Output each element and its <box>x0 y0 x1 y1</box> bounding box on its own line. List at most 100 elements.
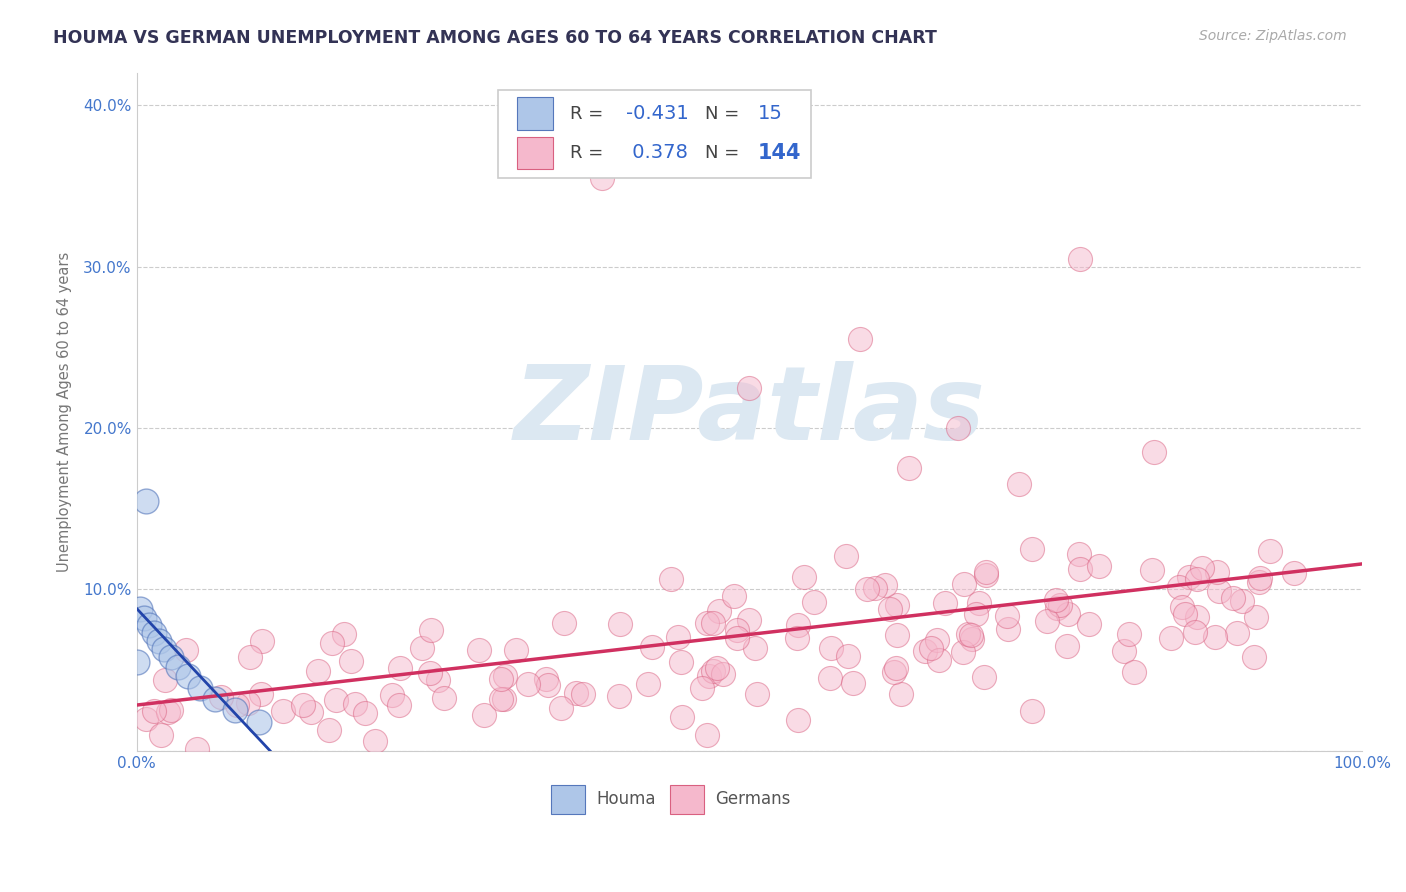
Point <box>1118 627 1140 641</box>
Point <box>553 616 575 631</box>
Point <box>516 677 538 691</box>
Point <box>135 712 157 726</box>
Point <box>1185 572 1208 586</box>
Point <box>238 696 260 710</box>
Point <box>914 644 936 658</box>
Point <box>176 643 198 657</box>
Point <box>1046 601 1069 615</box>
Point <box>1160 631 1182 645</box>
Point <box>318 723 340 737</box>
Point <box>1056 640 1078 654</box>
FancyBboxPatch shape <box>669 785 704 814</box>
Text: -0.431: -0.431 <box>626 104 689 123</box>
Point <box>1036 614 1059 628</box>
Point <box>1140 563 1163 577</box>
Point <box>152 642 174 657</box>
Point <box>292 698 315 712</box>
Point <box>186 742 208 756</box>
Point <box>873 578 896 592</box>
Point <box>995 608 1018 623</box>
Point <box>1008 477 1031 491</box>
Point <box>565 686 588 700</box>
Point <box>879 602 901 616</box>
Point <box>1087 559 1109 574</box>
Point <box>820 640 842 655</box>
Point <box>640 640 662 654</box>
Point <box>411 640 433 655</box>
Point <box>505 643 527 657</box>
Point <box>1045 592 1067 607</box>
Point <box>177 669 200 683</box>
Point <box>747 687 769 701</box>
Point <box>271 704 294 718</box>
Point <box>934 596 956 610</box>
Point <box>883 665 905 680</box>
Point <box>1078 617 1101 632</box>
Point <box>534 672 557 686</box>
Point <box>494 669 516 683</box>
Text: 144: 144 <box>758 143 801 163</box>
Point <box>190 681 212 695</box>
Point <box>706 661 728 675</box>
Y-axis label: Unemployment Among Ages 60 to 64 years: Unemployment Among Ages 60 to 64 years <box>58 252 72 572</box>
Point <box>143 704 166 718</box>
Point <box>793 570 815 584</box>
Point <box>321 635 343 649</box>
Point <box>1049 598 1071 612</box>
Point <box>419 624 441 638</box>
Point <box>364 733 387 747</box>
Point <box>344 697 367 711</box>
Point <box>433 690 456 705</box>
Point <box>886 628 908 642</box>
FancyBboxPatch shape <box>516 136 554 169</box>
Point <box>1249 575 1271 590</box>
Text: 15: 15 <box>758 104 783 123</box>
Point <box>155 673 177 687</box>
Point <box>1177 570 1199 584</box>
Point <box>1187 610 1209 624</box>
Text: Source: ZipAtlas.com: Source: ZipAtlas.com <box>1199 29 1347 43</box>
Point <box>957 626 980 640</box>
Point <box>1171 600 1194 615</box>
Point <box>967 596 990 610</box>
Point <box>786 631 808 645</box>
Point <box>1069 547 1091 561</box>
Point <box>1021 704 1043 718</box>
Point <box>609 617 631 632</box>
Point <box>974 565 997 579</box>
Point <box>129 601 152 615</box>
Point <box>239 650 262 665</box>
Point <box>125 655 148 669</box>
Point <box>1206 566 1229 580</box>
Point <box>953 577 976 591</box>
Point <box>1173 607 1195 622</box>
Point <box>160 703 183 717</box>
Point <box>132 611 155 625</box>
Point <box>925 632 948 647</box>
Point <box>489 672 512 686</box>
Point <box>637 677 659 691</box>
Point <box>744 641 766 656</box>
Point <box>855 582 877 596</box>
Point <box>697 669 720 683</box>
Point <box>863 581 886 595</box>
Point <box>725 631 748 645</box>
Text: Houma: Houma <box>596 790 655 808</box>
Point <box>952 644 974 658</box>
Point <box>669 656 692 670</box>
Point <box>1167 581 1189 595</box>
Point <box>1191 561 1213 575</box>
Point <box>1122 665 1144 679</box>
Point <box>965 607 987 621</box>
Point <box>1222 591 1244 606</box>
Point <box>142 626 165 640</box>
Point <box>884 661 907 675</box>
Point <box>135 493 157 508</box>
Point <box>489 691 512 706</box>
Point <box>1232 594 1254 608</box>
Text: N =: N = <box>706 144 745 162</box>
Point <box>928 653 950 667</box>
Point <box>307 664 329 678</box>
Point <box>997 622 1019 636</box>
Point <box>946 421 969 435</box>
